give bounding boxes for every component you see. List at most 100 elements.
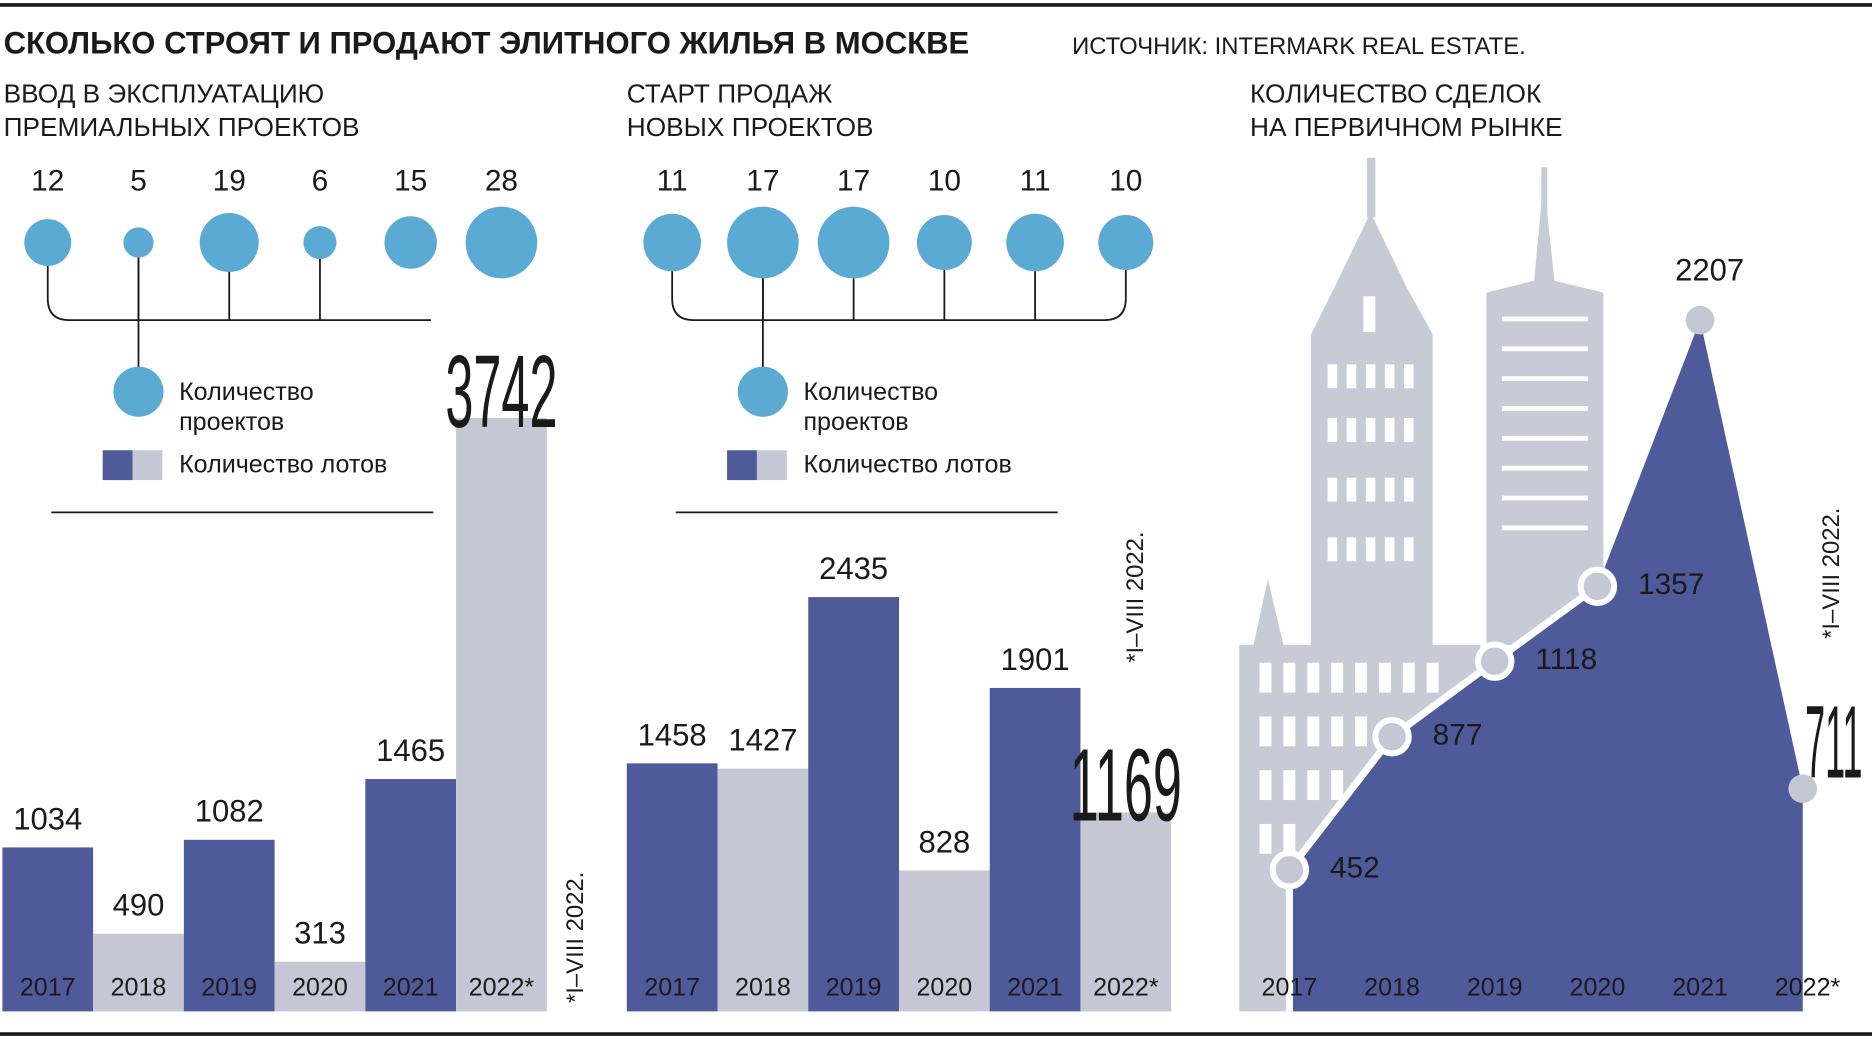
value-label: 313 bbox=[294, 916, 346, 951]
legend-label: Количество лотов bbox=[803, 450, 1011, 478]
value-label: 452 bbox=[1330, 852, 1380, 885]
bar bbox=[365, 779, 457, 1012]
project-bubble bbox=[643, 213, 701, 272]
value-label: 1427 bbox=[728, 723, 797, 758]
year-label: 2017 bbox=[20, 973, 76, 1001]
chart-title: НА ПЕРВИЧНОМ РЫНКЕ bbox=[1250, 112, 1563, 142]
bubble-label: 17 bbox=[837, 165, 870, 198]
year-label: 2020 bbox=[916, 973, 972, 1001]
legend-text: Количество проектов bbox=[803, 378, 939, 436]
project-bubble bbox=[465, 206, 538, 279]
area bbox=[1289, 320, 1803, 1012]
bubble-label: 17 bbox=[746, 165, 779, 198]
point bbox=[1372, 716, 1412, 757]
footnote: *I–VIII 2022. bbox=[562, 872, 589, 1003]
point bbox=[1685, 305, 1715, 335]
value-label: 1082 bbox=[195, 794, 264, 829]
year-label: 2020 bbox=[1570, 973, 1626, 1001]
value-label-highlight: 711 bbox=[1805, 685, 1862, 800]
year-label: 2019 bbox=[826, 973, 882, 1001]
bar bbox=[989, 687, 1081, 1012]
bubble-label: 10 bbox=[928, 165, 961, 198]
year-label: 2018 bbox=[1364, 973, 1420, 1001]
chart-title: ПРЕМИАЛЬНЫХ ПРОЕКТОВ bbox=[4, 112, 360, 142]
year-label: 2017 bbox=[644, 973, 700, 1001]
value-label: 1034 bbox=[13, 801, 82, 836]
bar bbox=[456, 418, 547, 1012]
year-label: 2017 bbox=[1262, 973, 1318, 1001]
chart-title: КОЛИЧЕСТВО СДЕЛОК bbox=[1250, 79, 1542, 109]
legend-swatch bbox=[756, 450, 787, 481]
value-label: 877 bbox=[1433, 719, 1483, 752]
legend-swatch bbox=[113, 366, 164, 417]
year-label: 2022* bbox=[469, 973, 535, 1001]
value-label: 1465 bbox=[376, 733, 445, 768]
legend-swatch bbox=[102, 450, 133, 481]
year-label: 2019 bbox=[1467, 973, 1523, 1001]
year-label: 2022* bbox=[1093, 973, 1159, 1001]
legend-label: Количество лотов bbox=[179, 450, 387, 478]
bubble-label: 10 bbox=[1109, 165, 1142, 198]
project-bubble bbox=[199, 213, 259, 273]
project-bubble bbox=[1098, 215, 1154, 270]
bar bbox=[2, 847, 94, 1012]
bar bbox=[808, 597, 899, 1012]
legend-label: Количество проектов bbox=[803, 378, 939, 436]
point bbox=[1788, 774, 1818, 804]
value-label: 1357 bbox=[1638, 568, 1704, 601]
bar bbox=[898, 870, 990, 1012]
bubble-label: 11 bbox=[657, 165, 688, 198]
footnote: *I–VIII 2022. bbox=[1122, 531, 1149, 662]
year-label: 2019 bbox=[201, 973, 257, 1001]
bar bbox=[717, 768, 809, 1012]
project-bubble bbox=[384, 216, 437, 269]
chart-title: СТАРТ ПРОДАЖ bbox=[627, 79, 833, 109]
value-label: 2435 bbox=[819, 551, 888, 586]
bar bbox=[93, 933, 184, 1012]
legend-text: Количество проектов bbox=[179, 378, 314, 436]
bubble-label: 6 bbox=[312, 165, 329, 198]
year-label: 2018 bbox=[735, 973, 791, 1001]
project-bubble bbox=[916, 215, 972, 270]
project-bubble bbox=[24, 219, 72, 266]
value-label-highlight: 1169 bbox=[1070, 728, 1182, 843]
year-label: 2022* bbox=[1775, 973, 1841, 1001]
bar bbox=[1080, 812, 1172, 1012]
value-label: 828 bbox=[918, 824, 970, 859]
footnote: *I–VIII 2022. bbox=[1818, 508, 1845, 639]
project-bubble bbox=[123, 227, 154, 258]
chart-title: НОВЫХ ПРОЕКТОВ bbox=[627, 112, 874, 142]
point bbox=[1269, 850, 1310, 890]
source: ИСТОЧНИК: INTERMARK REAL ESTATE. bbox=[1072, 33, 1526, 60]
bubble-label: 12 bbox=[31, 165, 64, 198]
bubble-label: 28 bbox=[485, 165, 518, 198]
bar bbox=[626, 763, 718, 1012]
year-label: 2018 bbox=[111, 973, 167, 1001]
year-label: 2020 bbox=[292, 973, 348, 1001]
connector bbox=[46, 242, 431, 322]
value-label-highlight: 3742 bbox=[445, 334, 557, 449]
project-bubble bbox=[303, 225, 337, 260]
project-bubble bbox=[727, 206, 799, 279]
connector bbox=[671, 242, 1127, 322]
year-label: 2021 bbox=[1007, 973, 1063, 1001]
legend-swatch bbox=[737, 366, 788, 417]
year-label: 2021 bbox=[383, 973, 439, 1001]
page-title: СКОЛЬКО СТРОЯТ И ПРОДАЮТ ЭЛИТНОГО ЖИЛЬЯ … bbox=[4, 26, 970, 61]
year-label: 2021 bbox=[1672, 973, 1728, 1001]
project-bubble bbox=[817, 206, 890, 279]
bar bbox=[274, 961, 366, 1012]
legend-label: Количество проектов bbox=[179, 378, 314, 436]
legend-swatch bbox=[727, 450, 757, 481]
value-label: 1118 bbox=[1535, 643, 1597, 676]
bar bbox=[183, 839, 275, 1012]
point bbox=[1475, 641, 1515, 681]
bubble-label: 19 bbox=[213, 165, 246, 198]
point bbox=[1577, 566, 1618, 607]
value-label: 490 bbox=[113, 888, 165, 923]
bubble-label: 5 bbox=[130, 165, 147, 198]
value-label: 2207 bbox=[1675, 253, 1744, 288]
project-bubble bbox=[1006, 213, 1064, 272]
chart-title: ВВОД В ЭКСПЛУАТАЦИЮ bbox=[4, 79, 325, 109]
